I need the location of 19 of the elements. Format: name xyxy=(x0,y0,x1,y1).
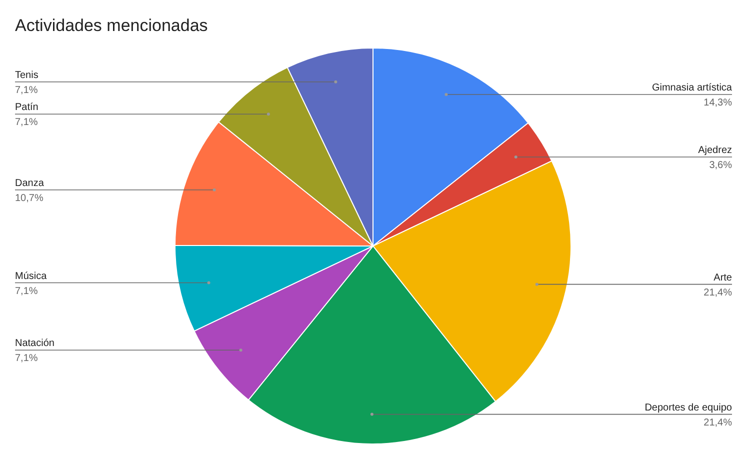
slice-label: Natación xyxy=(15,338,54,350)
slice-label: Arte xyxy=(714,272,732,284)
data-label: 7,1% xyxy=(15,353,38,364)
data-label: 10,7% xyxy=(15,192,44,204)
slice-label: Gimnasia artística xyxy=(652,82,732,94)
data-label: 7,1% xyxy=(15,84,38,96)
data-label: 3,6% xyxy=(709,160,732,172)
data-label: 7,1% xyxy=(15,117,38,128)
slice-label: Deportes de equipo xyxy=(644,402,732,414)
slice-label: Patín xyxy=(15,102,38,114)
slice-label: Ajedrez xyxy=(698,145,732,156)
data-label: 21,4% xyxy=(704,417,732,428)
slice-label: Tenis xyxy=(15,70,38,81)
data-label: 21,4% xyxy=(704,287,732,298)
chart-title: Actividades mencionadas xyxy=(15,16,208,35)
slice-label: Música xyxy=(15,270,48,282)
data-label: 14,3% xyxy=(704,97,732,108)
data-label: 7,1% xyxy=(15,286,38,297)
slice-label: Danza xyxy=(15,178,44,189)
